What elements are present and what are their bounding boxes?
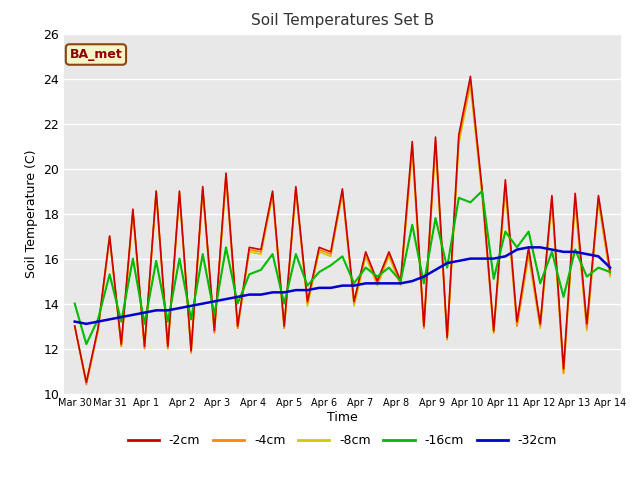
Text: BA_met: BA_met [70,48,122,61]
Y-axis label: Soil Temperature (C): Soil Temperature (C) [25,149,38,278]
Legend: -2cm, -4cm, -8cm, -16cm, -32cm: -2cm, -4cm, -8cm, -16cm, -32cm [123,429,562,452]
Title: Soil Temperatures Set B: Soil Temperatures Set B [251,13,434,28]
X-axis label: Time: Time [327,411,358,424]
